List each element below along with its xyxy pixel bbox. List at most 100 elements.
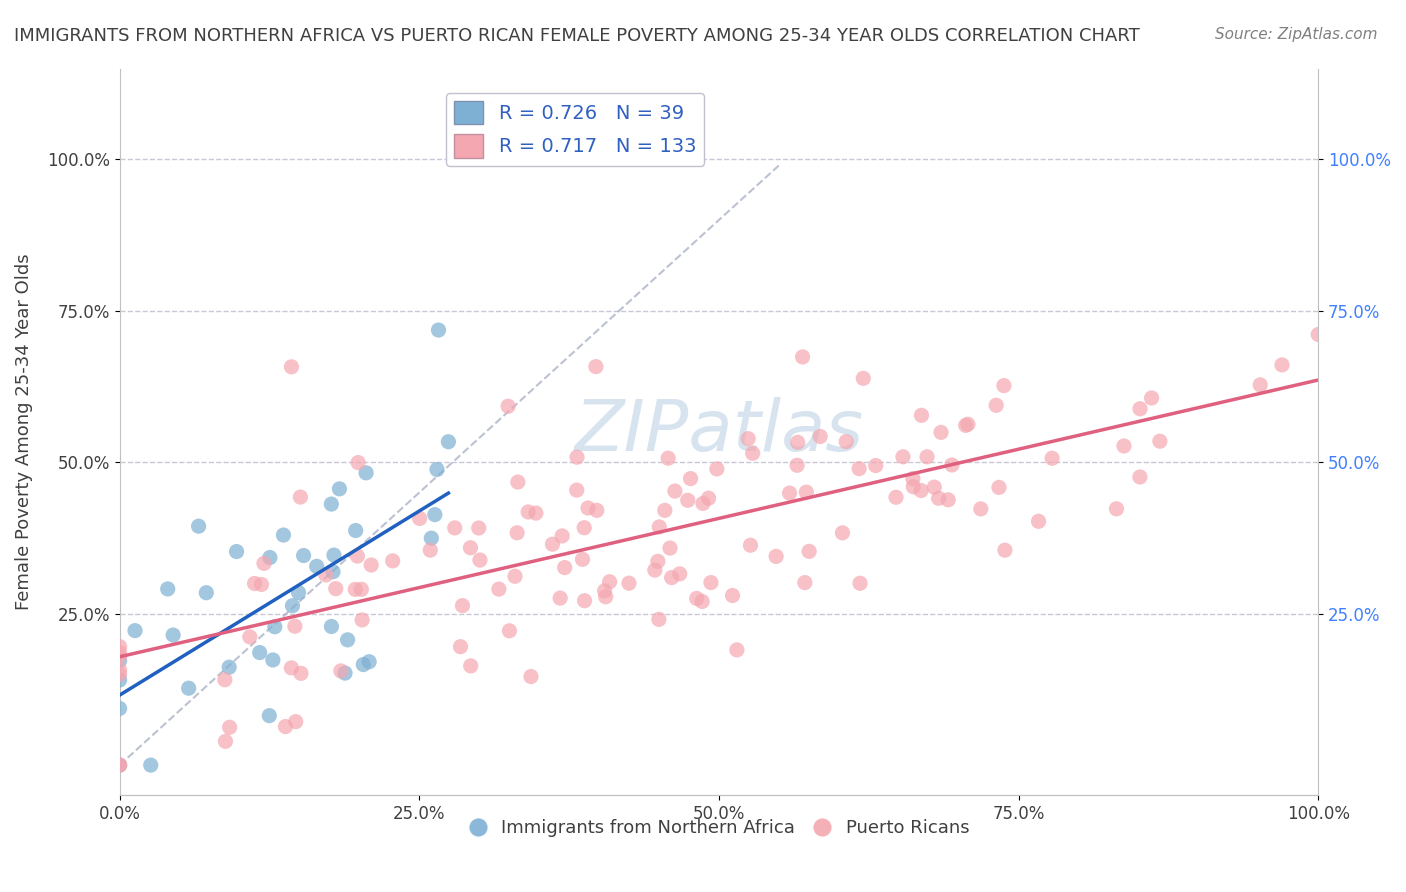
Point bbox=[187, 519, 209, 533]
Point bbox=[263, 620, 285, 634]
Point bbox=[336, 632, 359, 647]
Point bbox=[661, 571, 683, 585]
Point bbox=[305, 559, 328, 574]
Point bbox=[108, 758, 131, 772]
Point bbox=[1105, 501, 1128, 516]
Point bbox=[956, 417, 979, 432]
Point bbox=[381, 554, 404, 568]
Point bbox=[259, 550, 281, 565]
Point bbox=[741, 446, 763, 460]
Point bbox=[352, 657, 374, 672]
Point bbox=[970, 502, 993, 516]
Point bbox=[162, 628, 184, 642]
Point bbox=[460, 541, 482, 555]
Point bbox=[284, 619, 307, 633]
Point bbox=[108, 701, 131, 715]
Legend: Immigrants from Northern Africa, Puerto Ricans: Immigrants from Northern Africa, Puerto … bbox=[461, 812, 976, 845]
Point bbox=[1040, 451, 1063, 466]
Point bbox=[676, 493, 699, 508]
Point bbox=[548, 591, 571, 606]
Point bbox=[503, 569, 526, 583]
Point bbox=[1129, 401, 1152, 416]
Point bbox=[249, 646, 271, 660]
Point bbox=[520, 669, 543, 683]
Point bbox=[574, 593, 596, 607]
Point bbox=[554, 560, 576, 574]
Point bbox=[551, 529, 574, 543]
Point bbox=[565, 450, 588, 465]
Point bbox=[281, 599, 304, 613]
Point bbox=[692, 496, 714, 510]
Point bbox=[1140, 391, 1163, 405]
Point bbox=[321, 497, 343, 511]
Point bbox=[108, 645, 131, 659]
Point bbox=[108, 663, 131, 677]
Point bbox=[706, 462, 728, 476]
Point bbox=[679, 472, 702, 486]
Point bbox=[915, 450, 938, 464]
Point bbox=[451, 599, 474, 613]
Point bbox=[928, 491, 950, 506]
Point bbox=[225, 544, 247, 558]
Point bbox=[195, 585, 218, 599]
Point bbox=[1271, 358, 1294, 372]
Point bbox=[831, 525, 853, 540]
Point bbox=[360, 558, 382, 572]
Point bbox=[910, 409, 932, 423]
Point bbox=[565, 483, 588, 497]
Point bbox=[108, 640, 131, 654]
Point bbox=[852, 371, 875, 385]
Point bbox=[648, 520, 671, 534]
Point bbox=[420, 531, 443, 545]
Point bbox=[333, 666, 356, 681]
Point bbox=[644, 563, 666, 577]
Point bbox=[988, 480, 1011, 494]
Point bbox=[721, 589, 744, 603]
Point bbox=[595, 590, 617, 604]
Point bbox=[284, 714, 307, 729]
Point bbox=[884, 490, 907, 504]
Point bbox=[994, 543, 1017, 558]
Point bbox=[108, 758, 131, 772]
Point bbox=[280, 661, 302, 675]
Point bbox=[986, 398, 1008, 412]
Point bbox=[322, 565, 344, 579]
Text: Source: ZipAtlas.com: Source: ZipAtlas.com bbox=[1215, 27, 1378, 42]
Point bbox=[328, 482, 350, 496]
Point bbox=[571, 552, 593, 566]
Point bbox=[321, 619, 343, 633]
Point bbox=[287, 585, 309, 599]
Point bbox=[426, 462, 449, 476]
Point bbox=[250, 577, 273, 591]
Point bbox=[786, 435, 808, 450]
Point bbox=[891, 450, 914, 464]
Point bbox=[108, 673, 131, 687]
Point bbox=[1129, 470, 1152, 484]
Point bbox=[124, 624, 146, 638]
Point bbox=[585, 359, 607, 374]
Point bbox=[259, 708, 281, 723]
Point bbox=[700, 575, 723, 590]
Point bbox=[1149, 434, 1171, 449]
Point bbox=[910, 483, 932, 498]
Point bbox=[273, 528, 295, 542]
Point bbox=[929, 425, 952, 440]
Point bbox=[865, 458, 887, 473]
Point bbox=[274, 720, 297, 734]
Point bbox=[468, 521, 491, 535]
Point bbox=[808, 429, 831, 443]
Point bbox=[329, 664, 352, 678]
Point bbox=[955, 418, 977, 433]
Point bbox=[765, 549, 787, 564]
Point bbox=[322, 548, 344, 562]
Point bbox=[903, 480, 925, 494]
Point bbox=[437, 434, 460, 449]
Point bbox=[460, 659, 482, 673]
Point bbox=[359, 655, 381, 669]
Point bbox=[941, 458, 963, 472]
Point bbox=[214, 673, 236, 687]
Point bbox=[574, 521, 596, 535]
Point bbox=[243, 576, 266, 591]
Point bbox=[253, 557, 276, 571]
Point bbox=[450, 640, 472, 654]
